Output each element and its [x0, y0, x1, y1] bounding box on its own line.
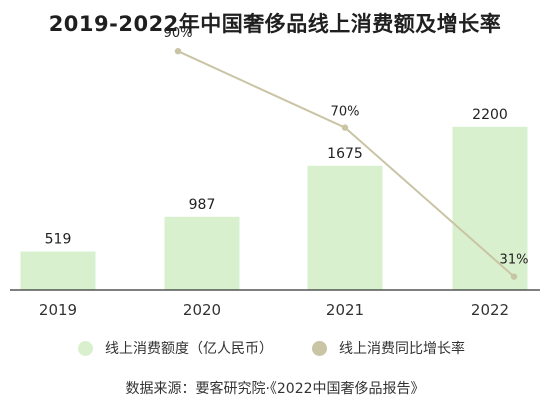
x-tick-label-2022: 2022: [471, 301, 509, 319]
legend-item-line: 线上消费同比增长率: [312, 338, 465, 358]
source-note: 数据来源：要客研究院·《2022中国奢侈品报告》: [125, 381, 425, 397]
bar-2019: [20, 251, 96, 290]
legend-label-line: 线上消费同比增长率: [339, 341, 465, 357]
growth-point-2021: [341, 124, 349, 131]
growth-point-2020: [174, 48, 182, 55]
growth-label-2022: 31%: [500, 253, 529, 268]
growth-point-2022: [510, 273, 518, 280]
legend-swatch-bar: [78, 340, 93, 356]
x-tick-label-2019: 2019: [39, 301, 77, 319]
bar-2020: [164, 216, 240, 290]
growth-label-2021: 70%: [331, 105, 360, 120]
legend-item-bar: 线上消费额度（亿人民币）: [78, 338, 273, 358]
bar-value-label-2019: 519: [45, 232, 72, 248]
bar-2021: [307, 165, 383, 290]
legend: 线上消费额度（亿人民币） 线上消费同比增长率: [0, 338, 550, 362]
bar-value-label-2022: 2200: [472, 107, 508, 123]
growth-label-2020: 90%: [164, 26, 193, 41]
legend-label-bar: 线上消费额度（亿人民币）: [105, 341, 273, 357]
chart-title: 2019-2022年中国奢侈品线上消费额及增长率: [48, 12, 502, 36]
bar-value-label-2021: 1675: [327, 146, 363, 162]
legend-swatch-line: [312, 340, 327, 356]
x-tick-label-2020: 2020: [183, 301, 221, 319]
x-tick-label-2021: 2021: [326, 301, 364, 319]
bar-value-label-2020: 987: [189, 197, 216, 213]
bar-2022: [452, 126, 528, 290]
